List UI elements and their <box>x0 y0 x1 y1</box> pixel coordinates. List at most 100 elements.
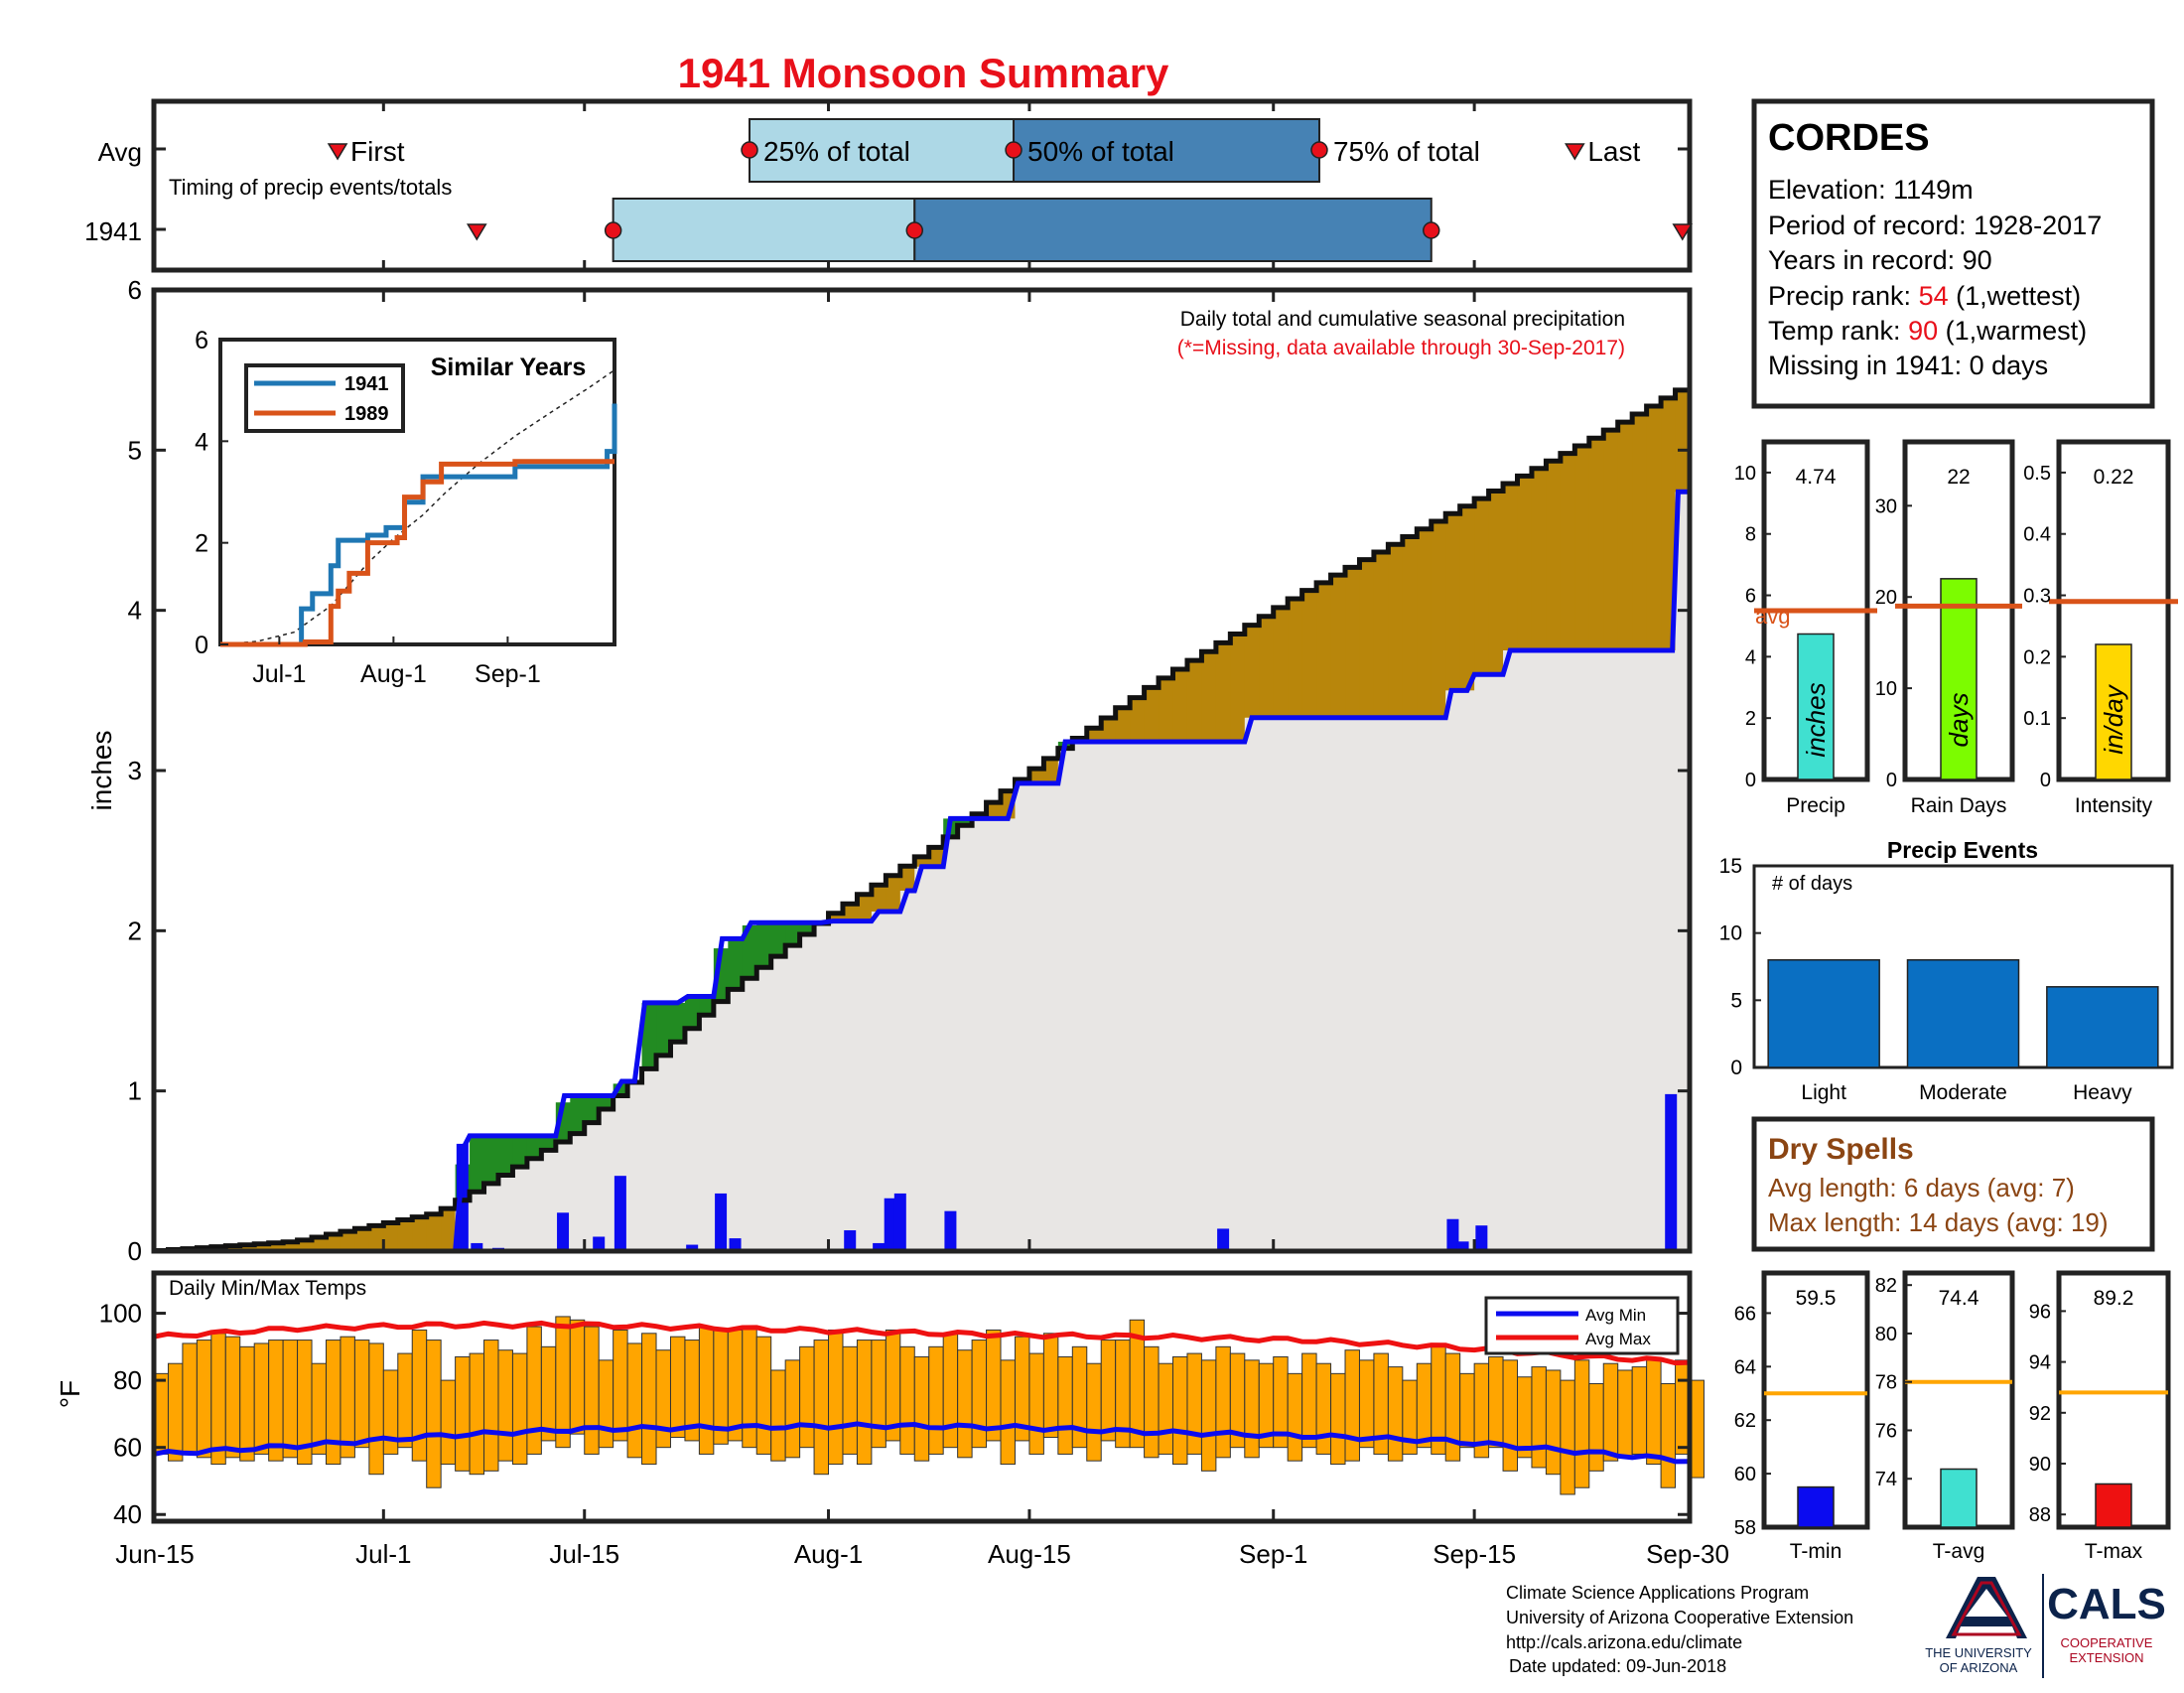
summary-unit-rain_days: days <box>1944 693 1974 748</box>
timing-p25-label: 25% of total <box>763 136 910 167</box>
daily-temp-bar <box>283 1340 297 1458</box>
below-both-fill <box>1216 742 1231 1251</box>
below-average-fill <box>1201 651 1216 742</box>
events-y-tick-label: 0 <box>1730 1057 1742 1079</box>
temp-summary-bar-tavg <box>1941 1469 1977 1527</box>
below-both-fill <box>1489 674 1504 1251</box>
summary-y-tick-label: 0.1 <box>2023 708 2051 730</box>
station-years: Years in record: 90 <box>1768 245 1992 275</box>
daily-temp-bar <box>1661 1383 1675 1487</box>
daily-temp-bar <box>1561 1380 1574 1494</box>
daily-temp-bar <box>1359 1360 1373 1448</box>
below-both-fill <box>1632 650 1647 1251</box>
daily-temp-bar <box>183 1343 197 1454</box>
below-both-fill <box>943 837 958 1251</box>
below-both-fill <box>1574 650 1589 1251</box>
daily-temp-bar <box>211 1334 225 1465</box>
timing-panel: Avg 1941 Timing of precip events/totals … <box>84 101 1692 270</box>
daily-temp-bar <box>1460 1373 1474 1447</box>
daily-temp-bar <box>369 1343 383 1475</box>
summary-label-precip: Precip <box>1786 794 1845 817</box>
summary-value-precip: 4.74 <box>1796 466 1837 489</box>
dry-spells-avg: Avg length: 6 days (avg: 7) <box>1768 1173 2075 1202</box>
daily-temp-bar <box>1518 1377 1532 1458</box>
daily-temp-bar <box>1489 1356 1503 1447</box>
daily-temp-bar <box>1087 1363 1101 1461</box>
below-average-fill <box>427 1214 442 1251</box>
temp-summary-label-tmin: T-min <box>1790 1540 1843 1563</box>
daily-temp-bar <box>756 1337 770 1454</box>
below-both-fill <box>1388 718 1403 1251</box>
ua-text-2: OF ARIZONA <box>1940 1660 2018 1675</box>
summary-avg-label: avg <box>1755 604 1790 629</box>
below-both-fill <box>1374 718 1389 1251</box>
daily-temp-bar <box>599 1360 613 1448</box>
events-title: Precip Events <box>1887 837 2038 863</box>
daily-temp-bar <box>556 1317 570 1448</box>
daily-temp-bar <box>627 1343 641 1458</box>
below-average-fill <box>1603 430 1618 650</box>
below-both-fill <box>756 967 771 1251</box>
inset-x-tick-label: Aug-1 <box>360 660 427 688</box>
temp-rank-note: (1,warmest) <box>1938 316 2087 346</box>
daily-temp-bar <box>987 1330 1001 1440</box>
daily-temp-bar <box>412 1330 426 1461</box>
below-both-fill <box>1518 650 1533 1251</box>
timing-last-label: Last <box>1587 136 1640 167</box>
below-both-fill <box>1474 674 1489 1251</box>
main-y-tick-label: 6 <box>128 275 142 305</box>
summary-y-tick-label: 0 <box>1886 770 1897 791</box>
temp-legend-max-label: Avg Max <box>1585 1330 1651 1348</box>
daily-temp-bar <box>570 1320 584 1434</box>
main-y-axis-label: inches <box>86 731 117 811</box>
daily-temp-bar <box>1316 1363 1330 1454</box>
below-both-fill <box>1417 718 1432 1251</box>
daily-temp-bar <box>614 1330 627 1440</box>
daily-temp-bar <box>1245 1360 1259 1458</box>
below-average-fill <box>1259 617 1274 718</box>
daily-temp-bar <box>1101 1340 1115 1441</box>
temp-y-axis-label: °F <box>55 1380 85 1408</box>
footer-line-3: http://cals.arizona.edu/climate <box>1506 1632 1742 1652</box>
timing-row-avg-label: Avg <box>98 137 142 167</box>
events-y-tick-label: 15 <box>1719 855 1742 878</box>
cals-logo-text: CALS <box>2047 1580 2166 1628</box>
timing-p75-label: 75% of total <box>1333 136 1480 167</box>
below-average-fill <box>1374 552 1389 718</box>
daily-temp-bar <box>699 1327 713 1454</box>
x-tick-label: Aug-15 <box>988 1539 1071 1569</box>
daily-temp-bar <box>743 1327 756 1448</box>
timing-avg-p75-marker <box>1311 142 1327 158</box>
daily-temp-bar <box>240 1346 254 1461</box>
daily-temp-bar <box>656 1350 670 1448</box>
below-average-fill <box>1230 634 1245 741</box>
below-both-fill <box>1159 742 1173 1251</box>
temp-summary-y-tick-label: 94 <box>2029 1352 2051 1374</box>
summary-y-tick-label: 10 <box>1734 463 1756 485</box>
timing-avg-p25-marker <box>742 142 757 158</box>
main-y-tick-label: 0 <box>128 1236 142 1266</box>
x-tick-label: Sep-15 <box>1433 1539 1516 1569</box>
below-average-fill <box>1561 454 1575 650</box>
station-elevation: Elevation: 1149m <box>1768 175 1974 205</box>
below-both-fill <box>1316 718 1331 1251</box>
summary-value-intensity: 0.22 <box>2094 466 2134 489</box>
daily-temp-bar <box>814 1340 828 1475</box>
below-both-fill <box>1274 718 1289 1251</box>
below-average-fill <box>1417 529 1432 718</box>
daily-precip-bar <box>557 1212 569 1251</box>
daily-temp-bar <box>1058 1356 1072 1454</box>
daily-precip-bar <box>894 1194 906 1251</box>
below-both-fill <box>541 1150 556 1251</box>
x-tick-label: Sep-30 <box>1646 1539 1729 1569</box>
daily-temp-bar <box>914 1356 928 1461</box>
below-average-fill <box>1274 608 1289 718</box>
daily-temp-bar <box>800 1346 814 1447</box>
below-both-fill <box>785 945 800 1251</box>
daily-temp-bar <box>785 1360 799 1458</box>
below-both-fill <box>1187 742 1202 1251</box>
temp-y-tick-label: 60 <box>113 1433 142 1463</box>
below-both-fill <box>857 921 872 1251</box>
below-both-fill <box>843 921 858 1251</box>
